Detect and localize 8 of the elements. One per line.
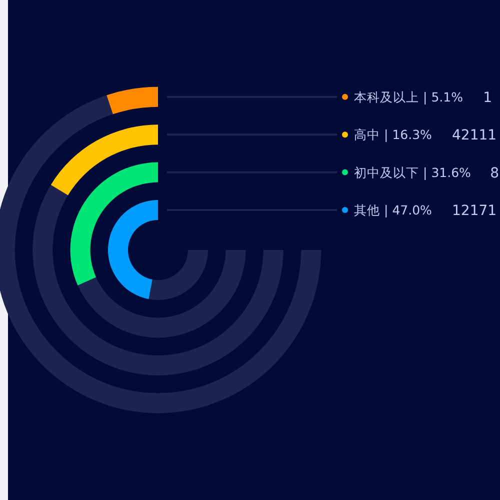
category-label: 本科及以上 | — [354, 89, 428, 104]
category-label: 初中及以下 | — [354, 164, 428, 180]
text: 8 — [490, 165, 499, 182]
category-label: 高中 | — [354, 127, 388, 142]
category-label: 其他 | — [354, 202, 388, 218]
text: 12171 — [452, 203, 497, 219]
text: 42111 — [452, 128, 497, 144]
text: 1 — [483, 90, 492, 106]
